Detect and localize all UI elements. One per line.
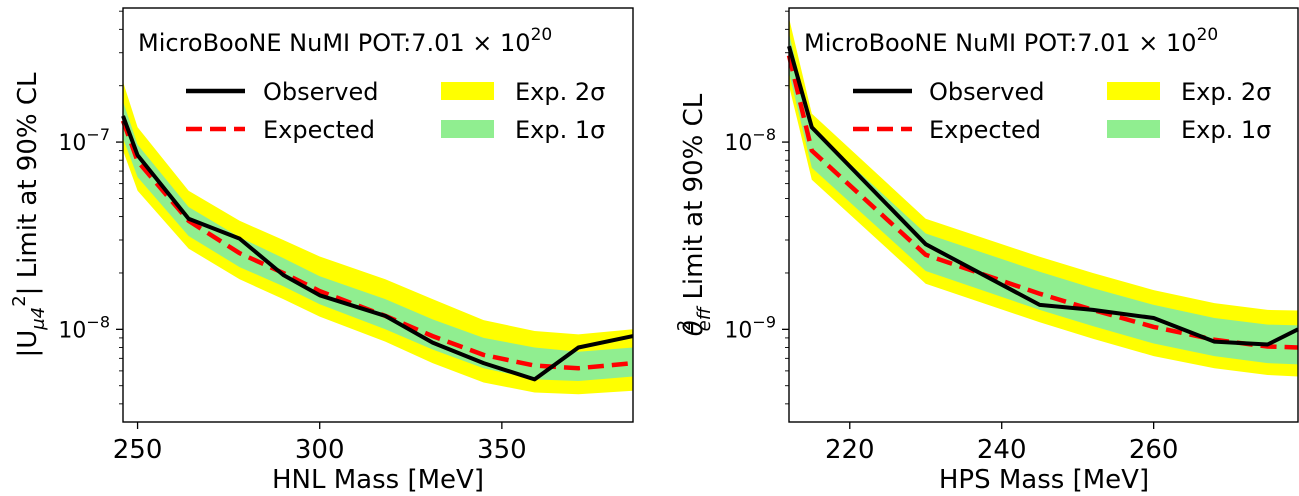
legend-1sigma-label: Exp. 1σ [515, 116, 605, 144]
hnl-limit-panel: 250 300 350 10−7 10−8 MicroBooNE NuMI POT:7.… [9, 7, 634, 495]
y-axis-label-sub: eff [694, 305, 715, 331]
y-tick-label: 10−8 [724, 125, 776, 156]
y-tick-label: 10−8 [58, 312, 110, 343]
y-axis-label: |Uμ42| Limit at 90% CL [9, 72, 49, 357]
y-tick-label: 10−7 [58, 125, 110, 156]
band-1sigma [123, 101, 633, 382]
y-tick-label: 10−9 [724, 312, 776, 343]
y-axis-label-rest: Limit at 90% CL [679, 93, 709, 308]
pot-annotation-value: 7.01 × 10 [411, 29, 530, 57]
y-axis-label-sup: 2 [674, 320, 695, 331]
legend-2sigma-swatch [1107, 82, 1160, 100]
legend: Observed Expected Exp. 2σ Exp. 1σ [853, 78, 1271, 144]
legend-1sigma-swatch [1107, 120, 1160, 138]
series-observed [787, 45, 1299, 347]
pot-annotation-exp: 20 [531, 25, 553, 45]
pot-annotation-exp: 20 [1197, 25, 1219, 45]
y-axis-label-sub: μ4 [28, 307, 49, 331]
legend-expected-label: Expected [263, 116, 375, 144]
y-axis-label-rest: | Limit at 90% CL [13, 72, 43, 295]
legend-observed-label: Observed [929, 78, 1044, 106]
plot-area-border [788, 7, 1299, 423]
legend-1sigma-label: Exp. 1σ [1181, 116, 1271, 144]
pot-annotation: MicroBooNE NuMI POT:7.01 × 1020 [804, 25, 1218, 57]
x-tick-label: 260 [1129, 435, 1179, 465]
plot-area-border [122, 7, 634, 423]
legend-2sigma-label: Exp. 2σ [1181, 78, 1271, 106]
pot-annotation-value: 7.01 × 10 [1077, 29, 1196, 57]
legend-2sigma-label: Exp. 2σ [515, 78, 605, 106]
x-tick-label: 240 [977, 435, 1027, 465]
legend-2sigma-swatch [441, 82, 494, 100]
x-axis-label: HPS Mass [MeV] [939, 465, 1149, 495]
legend-expected-label: Expected [929, 116, 1041, 144]
x-axis-label: HNL Mass [MeV] [272, 465, 484, 495]
y-axis-label-main: |U [13, 330, 43, 358]
band-1sigma [789, 33, 1298, 365]
legend: Observed Expected Exp. 2σ Exp. 1σ [186, 78, 605, 144]
x-tick-label: 220 [825, 435, 875, 465]
y-axis-label-main: θ [679, 320, 709, 336]
x-tick-label: 250 [113, 435, 163, 465]
pot-annotation-prefix: MicroBooNE NuMI POT: [804, 29, 1077, 57]
series-observed [121, 115, 634, 382]
x-tick-label: 300 [295, 435, 345, 465]
pot-annotation: MicroBooNE NuMI POT:7.01 × 1020 [138, 25, 552, 57]
legend-1sigma-swatch [441, 120, 494, 138]
legend-observed-label: Observed [263, 78, 378, 106]
pot-annotation-prefix: MicroBooNE NuMI POT: [138, 29, 411, 57]
x-tick-label: 350 [477, 435, 527, 465]
y-axis-label-sup: 2 [9, 295, 30, 306]
y-axis-label: θeff2 Limit at 90% CL [674, 93, 715, 336]
